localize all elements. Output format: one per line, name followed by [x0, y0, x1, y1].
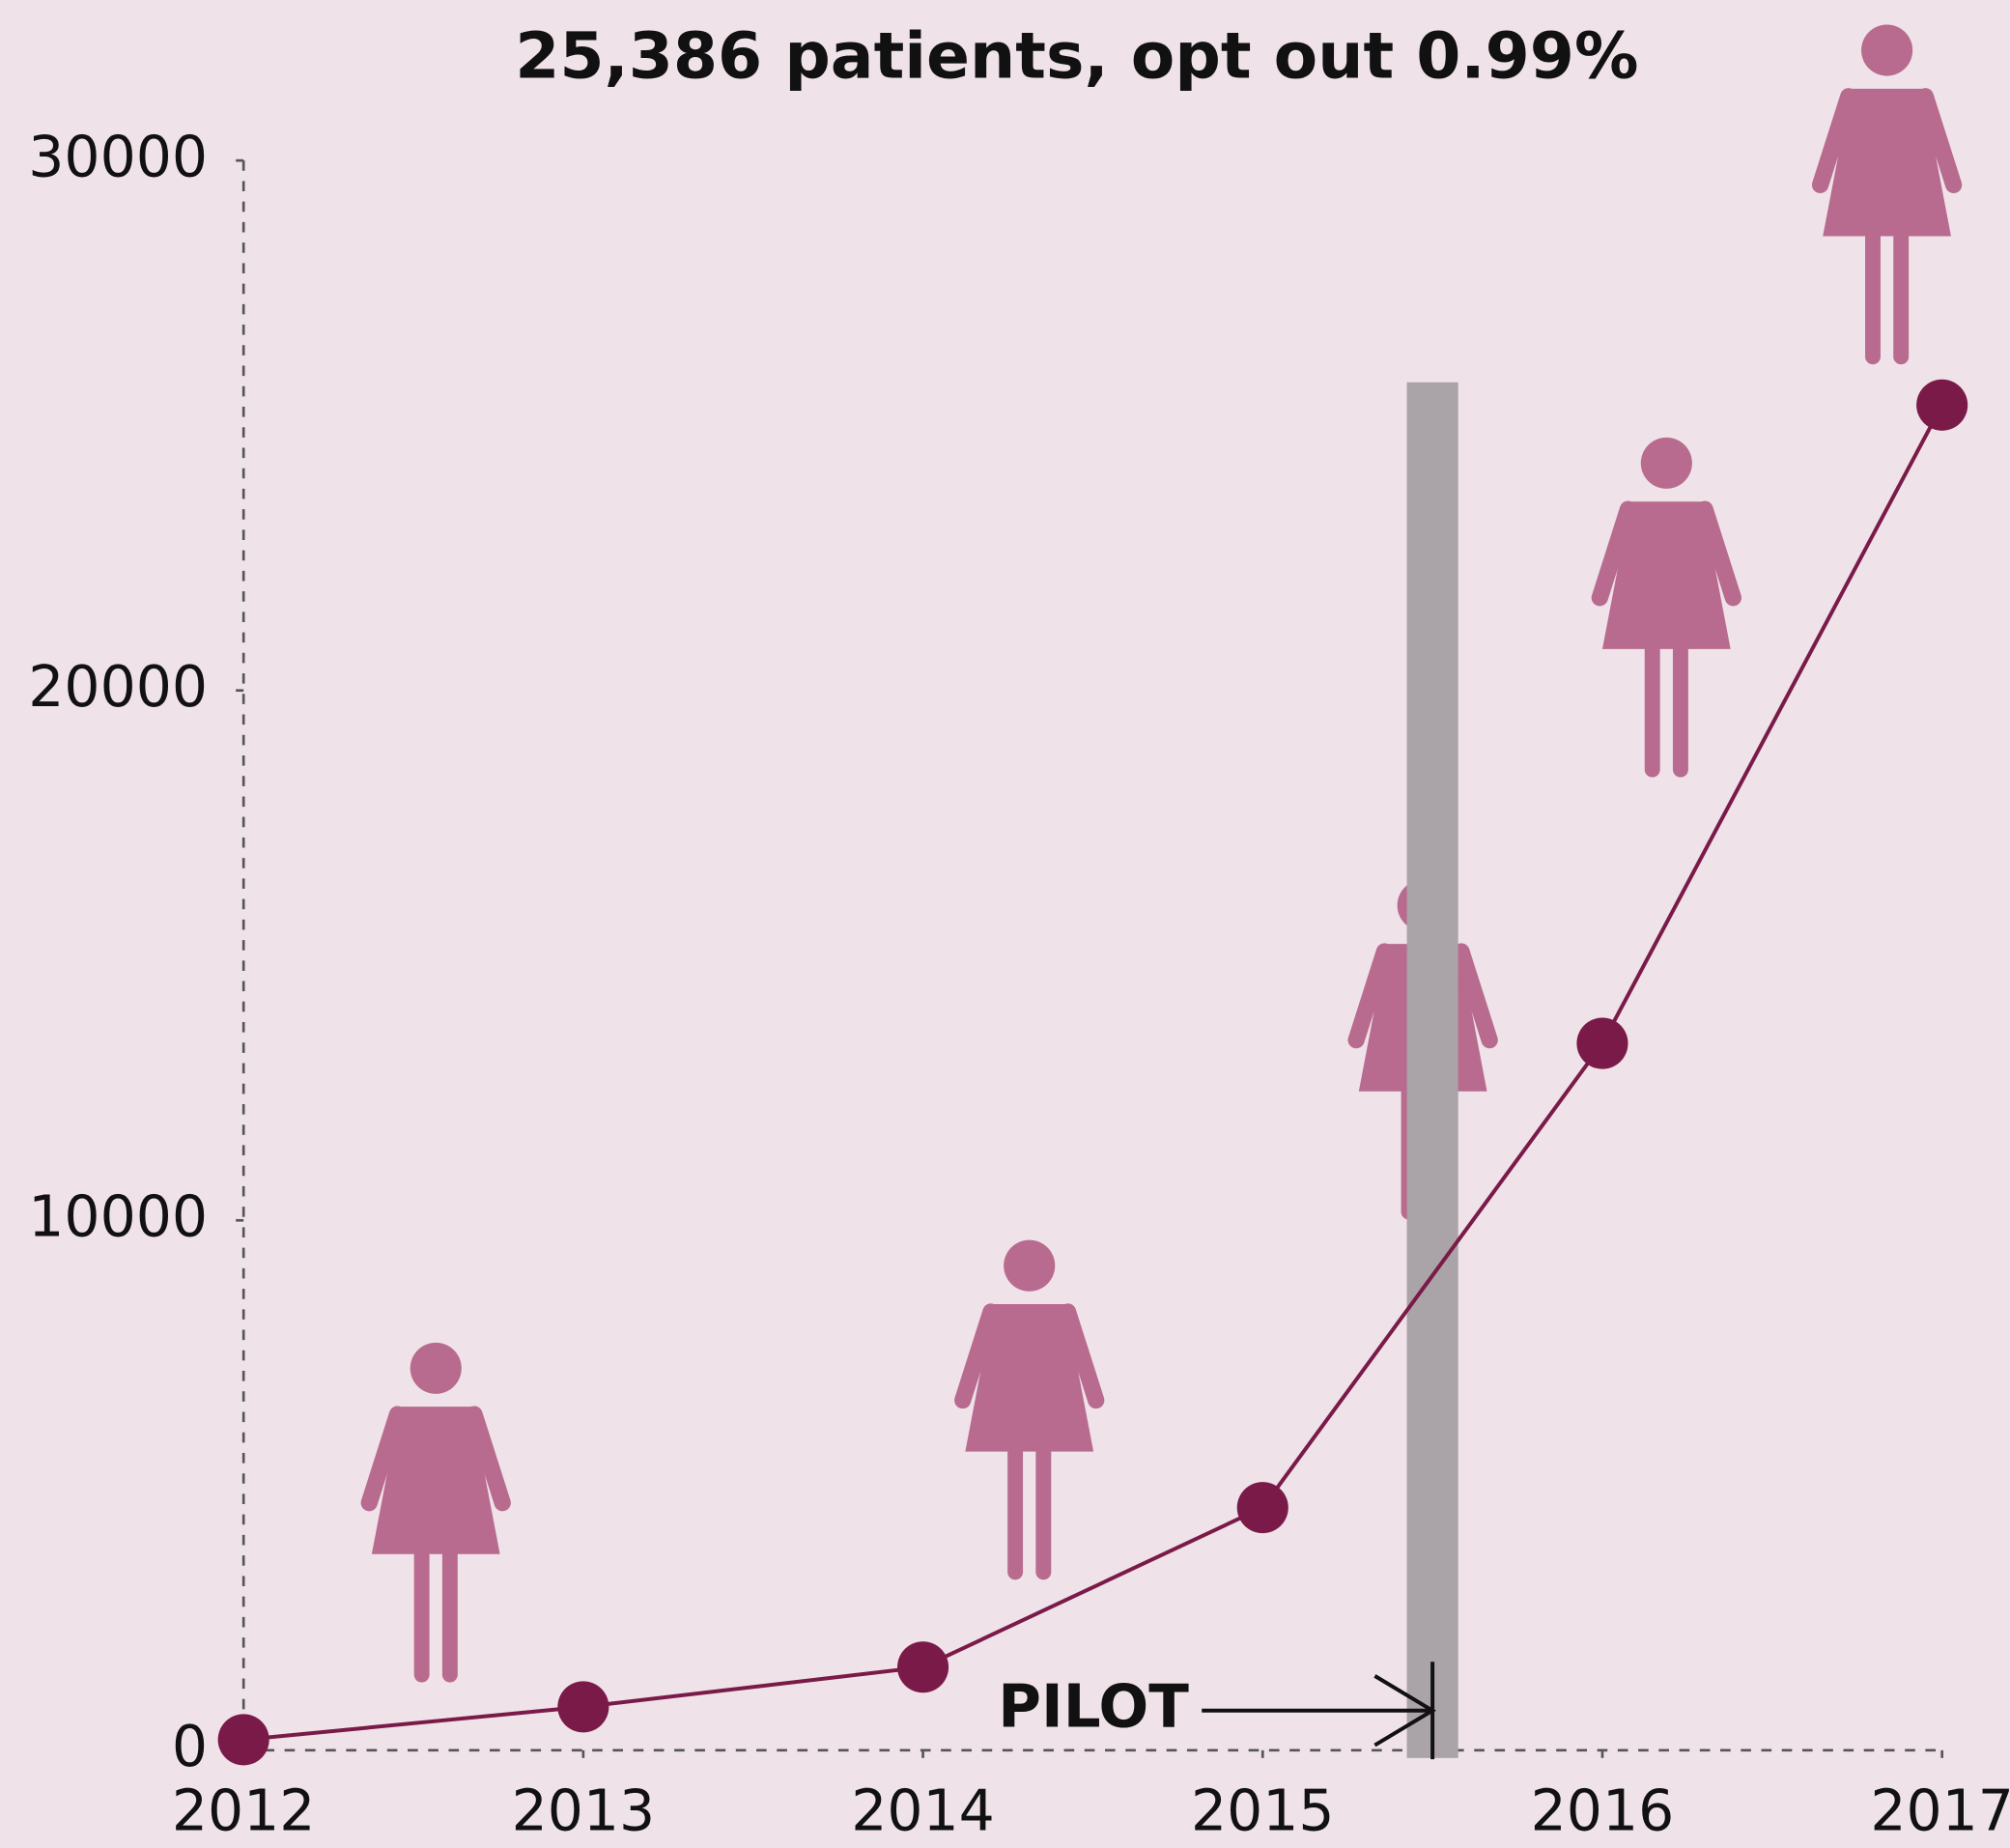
data-point — [1916, 379, 1968, 431]
chart-title: 25,386 patients, opt out 0.99% — [515, 18, 1638, 94]
x-tick-label: 2012 — [172, 1777, 316, 1843]
x-tick-label: 2017 — [1870, 1777, 2010, 1843]
data-point — [1576, 1017, 1628, 1069]
data-point — [217, 1714, 269, 1766]
x-tick-label: 2016 — [1531, 1777, 1675, 1843]
data-line — [242, 404, 1944, 1742]
x-tick-label: 2013 — [512, 1777, 656, 1843]
x-tick-label: 2014 — [851, 1777, 995, 1843]
y-tick-label: 10000 — [28, 1183, 208, 1249]
x-tick-label: 2015 — [1191, 1777, 1335, 1843]
data-point — [1236, 1482, 1288, 1534]
y-tick-label: 0 — [172, 1714, 208, 1779]
y-tick-label: 30000 — [28, 124, 208, 189]
y-tick-label: 20000 — [28, 654, 208, 720]
data-point — [897, 1641, 949, 1693]
annotation-label: PILOT — [998, 1672, 1189, 1741]
pilot-bar — [1406, 382, 1458, 1758]
data-point — [557, 1681, 609, 1733]
